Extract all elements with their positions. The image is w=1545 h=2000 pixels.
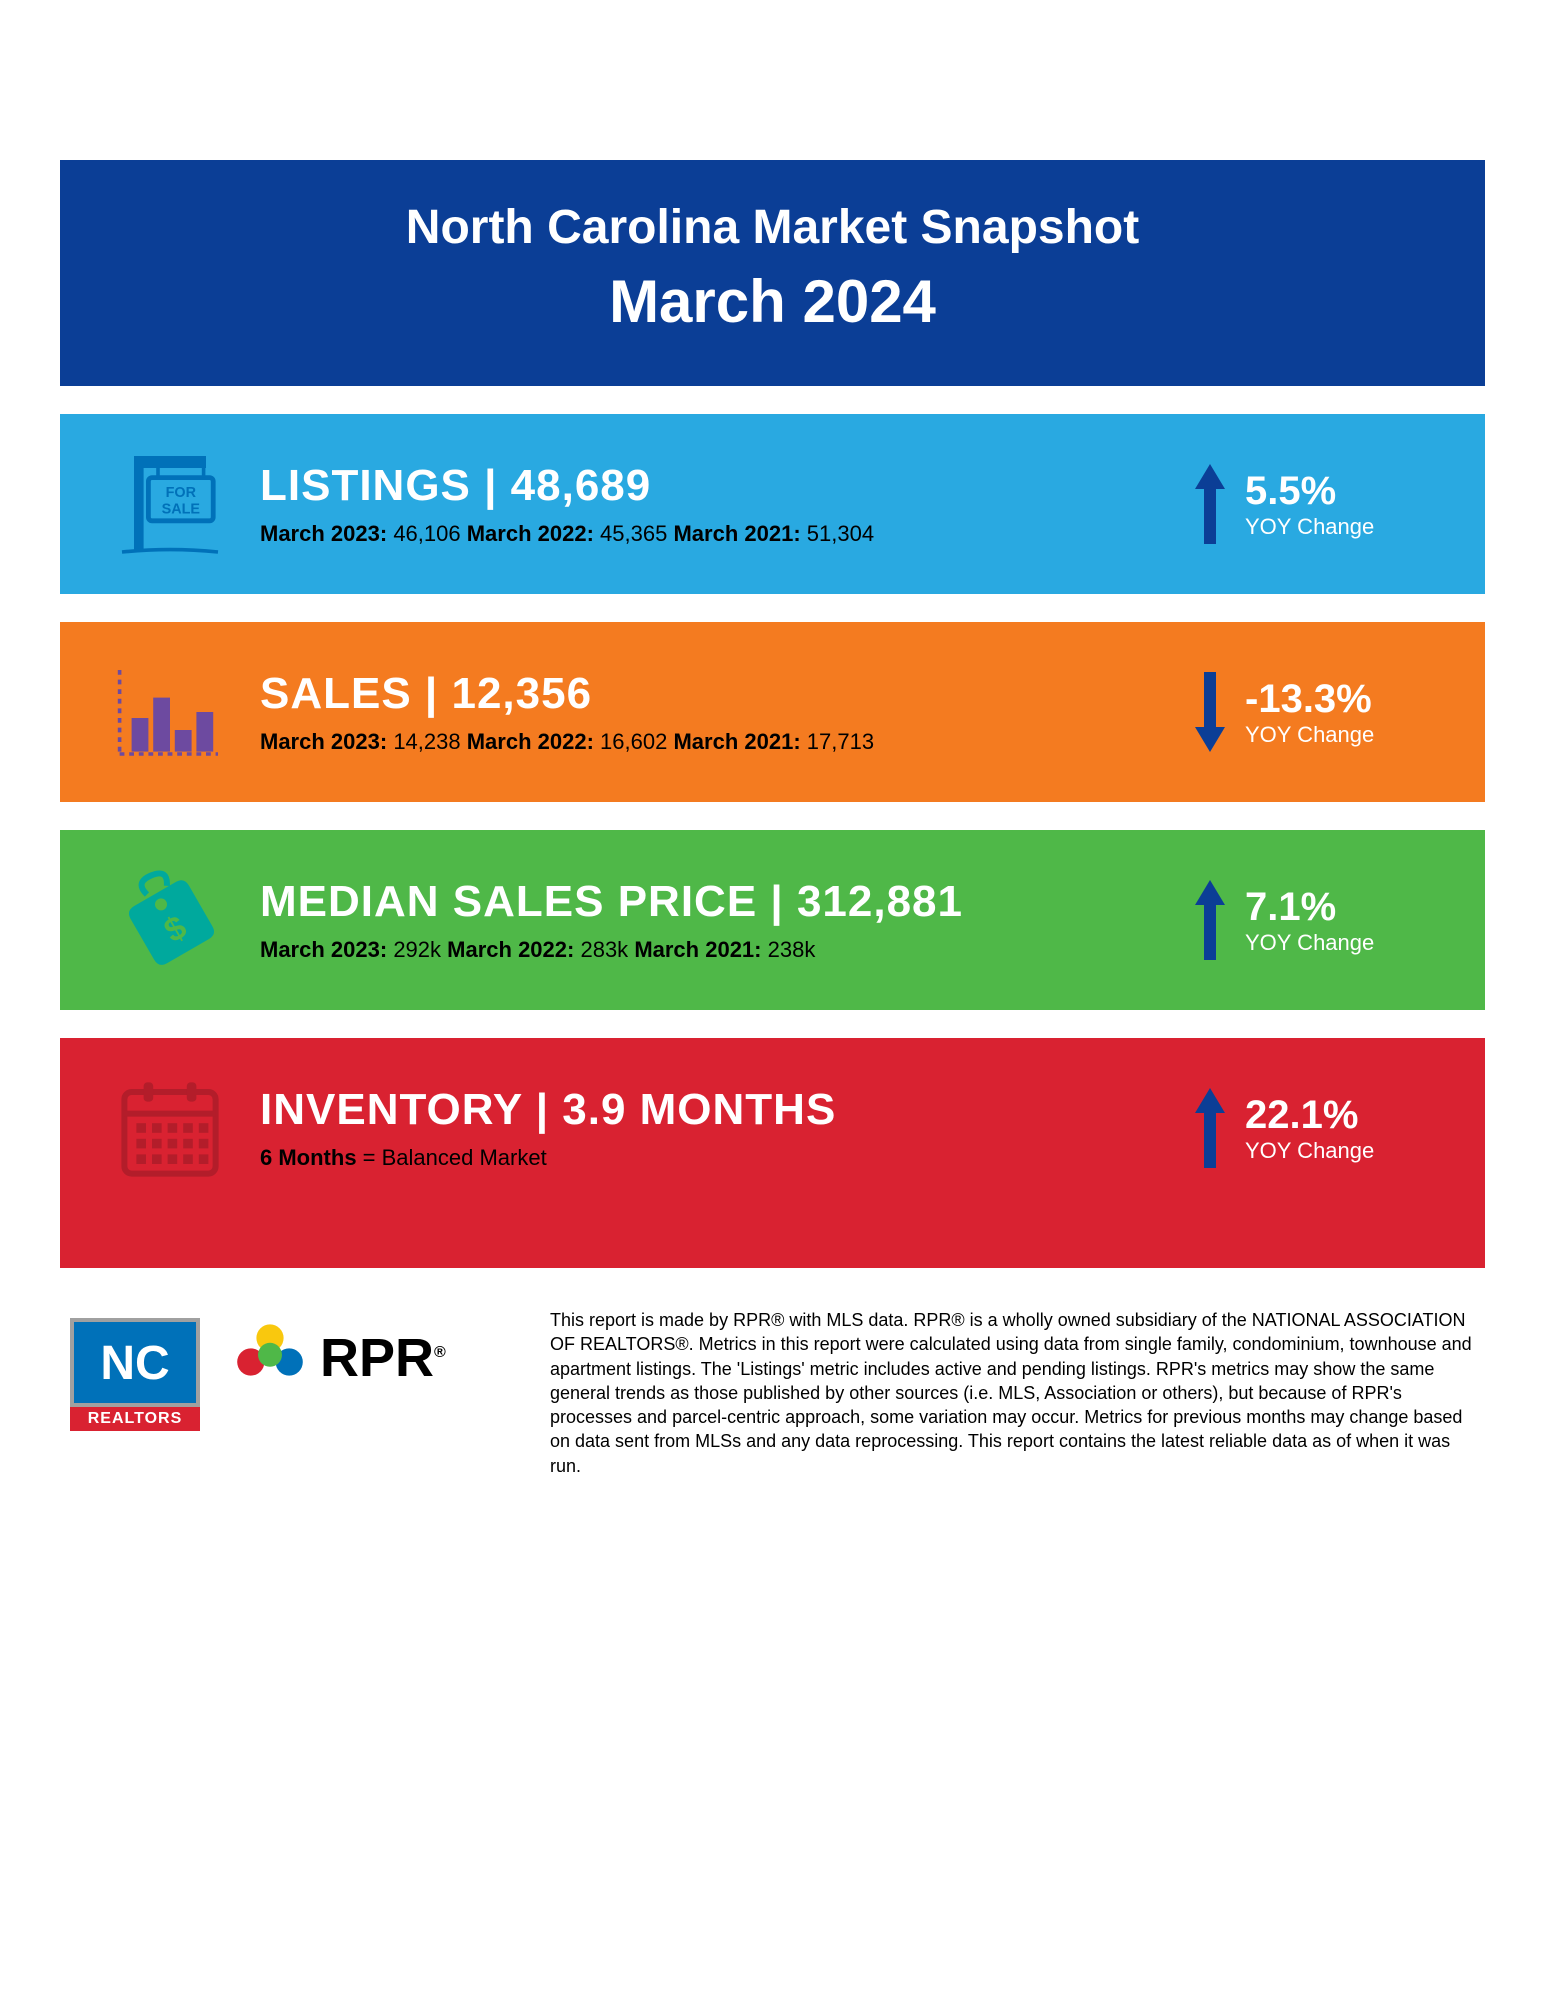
svg-text:FOR: FOR bbox=[166, 485, 197, 501]
sales-value: 12,356 bbox=[451, 669, 592, 718]
price-tag-icon: $ bbox=[100, 860, 240, 980]
sales-row: SALES | 12,356 March 2023: 14,238 March … bbox=[60, 622, 1485, 802]
calendar-icon bbox=[100, 1068, 240, 1188]
sales-history: March 2023: 14,238 March 2022: 16,602 Ma… bbox=[260, 729, 1185, 755]
inventory-note: 6 Months = Balanced Market bbox=[260, 1145, 1185, 1171]
up-arrow-icon bbox=[1185, 1083, 1235, 1173]
rpr-logo: RPR® bbox=[230, 1318, 446, 1398]
header-title: North Carolina Market Snapshot bbox=[60, 200, 1485, 255]
header-banner: North Carolina Market Snapshot March 202… bbox=[60, 160, 1485, 386]
inventory-pct: 22.1% bbox=[1245, 1093, 1374, 1138]
for-sale-sign-icon: FOR SALE bbox=[100, 444, 240, 564]
listings-yoy-label: YOY Change bbox=[1245, 514, 1374, 540]
svg-text:SALE: SALE bbox=[162, 502, 201, 518]
inventory-label: INVENTORY bbox=[260, 1085, 522, 1134]
footer: NC REALTORS RPR® This report is made by … bbox=[60, 1308, 1485, 1478]
median-label: MEDIAN SALES PRICE bbox=[260, 877, 757, 926]
down-arrow-icon bbox=[1185, 667, 1235, 757]
up-arrow-icon bbox=[1185, 459, 1235, 549]
listings-history: March 2023: 46,106 March 2022: 45,365 Ma… bbox=[260, 521, 1185, 547]
median-pct: 7.1% bbox=[1245, 885, 1374, 930]
median-history: March 2023: 292k March 2022: 283k March … bbox=[260, 937, 1185, 963]
listings-pct: 5.5% bbox=[1245, 469, 1374, 514]
inventory-value: 3.9 MONTHS bbox=[562, 1085, 836, 1134]
median-value: 312,881 bbox=[797, 877, 963, 926]
inventory-row: INVENTORY | 3.9 MONTHS 6 Months = Balanc… bbox=[60, 1038, 1485, 1268]
sales-yoy-label: YOY Change bbox=[1245, 722, 1374, 748]
inventory-yoy-label: YOY Change bbox=[1245, 1138, 1374, 1164]
sales-pct: -13.3% bbox=[1245, 677, 1374, 722]
header-date: March 2024 bbox=[60, 267, 1485, 336]
sales-label: SALES bbox=[260, 669, 412, 718]
listings-value: 48,689 bbox=[511, 461, 652, 510]
up-arrow-icon bbox=[1185, 875, 1235, 965]
median-row: $ MEDIAN SALES PRICE | 312,881 March 202… bbox=[60, 830, 1485, 1010]
listings-label: LISTINGS bbox=[260, 461, 471, 510]
listings-row: FOR SALE LISTINGS | 48,689 March 2023: 4… bbox=[60, 414, 1485, 594]
nc-realtors-logo: NC REALTORS bbox=[70, 1318, 200, 1431]
median-yoy-label: YOY Change bbox=[1245, 930, 1374, 956]
footer-disclaimer: This report is made by RPR® with MLS dat… bbox=[550, 1308, 1475, 1478]
bar-chart-icon bbox=[100, 652, 240, 772]
